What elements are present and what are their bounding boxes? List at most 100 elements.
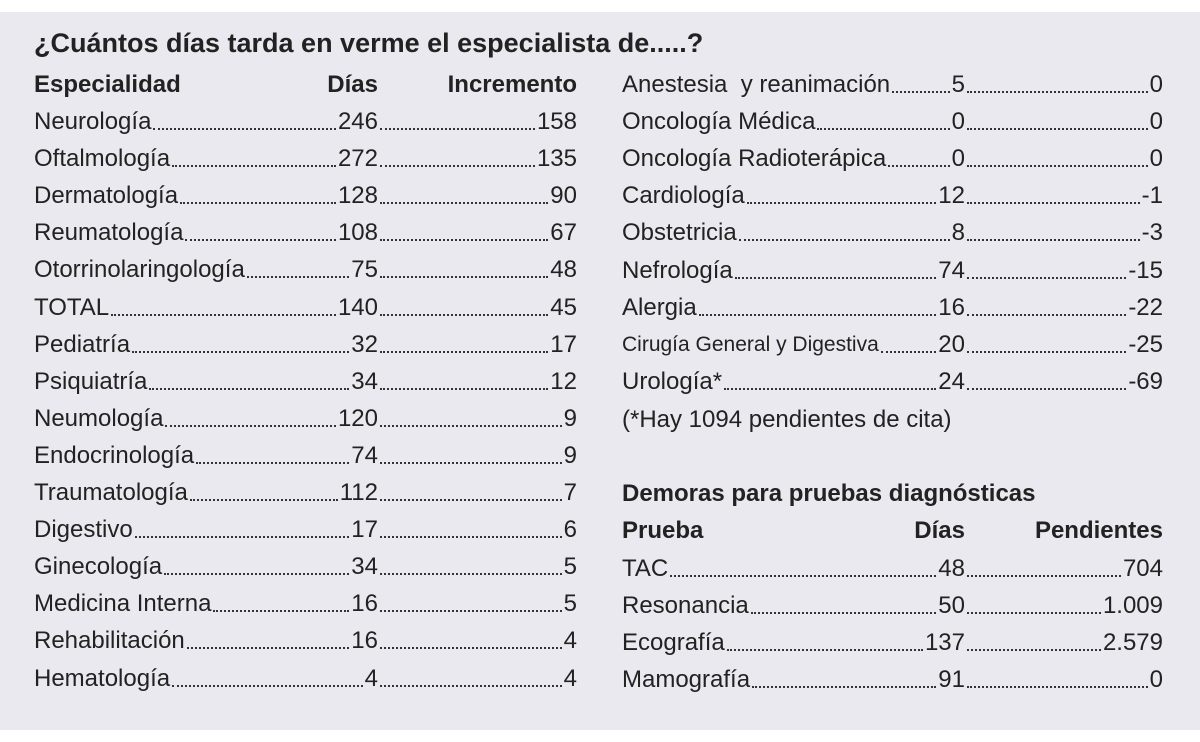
row-name: Neumología	[34, 404, 164, 432]
row-days: 24	[938, 367, 965, 395]
table-row: 158	[378, 107, 577, 137]
leader	[380, 647, 562, 650]
section-title: Demoras para pruebas diagnósticas	[622, 480, 1036, 507]
row-days: 34	[351, 553, 378, 581]
table-row: Mamografía 91	[622, 665, 965, 695]
table-row: 45	[378, 293, 577, 323]
table-row: Cardiología 12	[622, 181, 965, 211]
row-days: 16	[938, 293, 965, 321]
row-name: Urología*	[622, 367, 723, 395]
leader	[380, 276, 549, 279]
leader	[892, 91, 950, 93]
row-days: 140	[337, 293, 378, 321]
table-row: 0	[965, 70, 1163, 100]
row-days: 74	[938, 256, 965, 284]
row-days: 16	[351, 627, 378, 655]
table-row: Oncología Médica 0	[622, 107, 965, 137]
table-row: Urología* 24	[622, 367, 965, 397]
row-days: 0	[951, 145, 965, 173]
row-name: Ginecología	[34, 553, 163, 581]
table-row: 0	[965, 665, 1163, 695]
row-days: 0	[951, 108, 965, 136]
row-days: 34	[351, 367, 378, 395]
row-days: 5	[951, 71, 965, 98]
table-row: 2.579	[965, 628, 1163, 658]
row-days: 137	[924, 629, 965, 657]
leader	[752, 686, 937, 689]
leader	[132, 350, 350, 353]
leader	[380, 350, 549, 353]
row-days: 74	[351, 441, 378, 469]
table-row: Neurología 246	[34, 107, 378, 137]
row-days: 272	[337, 145, 378, 173]
leader	[380, 424, 562, 427]
leader	[967, 313, 1127, 316]
table-row: Alergia 16	[622, 293, 965, 323]
row-days: 91	[938, 666, 965, 694]
row-name: Oftalmología	[34, 145, 171, 173]
table-row: Oftalmología 272	[34, 144, 378, 174]
table-row: Cirugía General y Digestiva 20	[622, 330, 965, 360]
row-days: 108	[337, 219, 378, 247]
row-value: -3	[1141, 219, 1163, 247]
row-days: 17	[351, 516, 378, 544]
row-value: 1.009	[1102, 592, 1163, 620]
table-row: 7	[378, 478, 577, 508]
row-value: 0	[1149, 666, 1163, 694]
leader	[189, 499, 338, 501]
table-row: 4	[378, 626, 577, 656]
title: ¿Cuántos días tarda en verme el especial…	[34, 28, 704, 58]
leader	[967, 202, 1140, 205]
table-row: 5	[378, 589, 577, 619]
table-row: Oncología Radioterápica 0	[622, 144, 965, 174]
row-name: Reumatología	[34, 219, 184, 247]
table-row: Medicina Interna 16	[34, 589, 378, 619]
leader	[698, 313, 937, 316]
table-row: Psiquiatría 34	[34, 367, 378, 397]
table-row: Rehabilitación 16	[34, 626, 378, 656]
row-value: 12	[550, 367, 577, 395]
table-row: TAC 48	[622, 554, 965, 584]
leader	[380, 499, 562, 501]
row-value: -15	[1128, 256, 1163, 284]
leader	[380, 536, 562, 539]
table-row: Anestesia y reanimación 5	[622, 70, 965, 100]
row-value: 67	[550, 219, 577, 247]
leader	[380, 202, 549, 205]
row-value: 7	[563, 479, 577, 506]
leader	[750, 612, 937, 615]
row-name: TAC	[622, 555, 669, 582]
table-row: TOTAL 140	[34, 293, 378, 323]
row-name: Resonancia	[622, 592, 749, 620]
row-days: 50	[938, 592, 965, 620]
leader	[149, 387, 350, 390]
row-value: 45	[550, 293, 577, 321]
row-name: Digestivo	[34, 516, 133, 544]
row-value: 5	[563, 590, 577, 618]
table-row: Traumatología 112	[34, 478, 378, 508]
table-row: 4	[378, 664, 577, 694]
row-days: 4	[364, 664, 378, 692]
header-label: Incremento	[447, 71, 577, 98]
leader	[734, 276, 937, 279]
leader	[246, 276, 350, 279]
leader	[172, 165, 336, 168]
row-name: Pediatría	[34, 330, 131, 358]
leader	[111, 313, 336, 316]
leader	[380, 239, 549, 242]
row-name: Oncología Médica	[622, 108, 816, 136]
leader	[746, 202, 937, 205]
table-row: Obstetricia 8	[622, 218, 965, 248]
row-value: 48	[550, 256, 577, 284]
panel: ¿Cuántos días tarda en verme el especial…	[0, 12, 1200, 730]
table-row: 17	[378, 330, 577, 360]
table-row: Ecografía 137	[622, 628, 965, 658]
row-name: Oncología Radioterápica	[622, 145, 887, 173]
row-value: 4	[563, 627, 577, 655]
row-value: -25	[1128, 330, 1163, 358]
leader	[967, 276, 1127, 279]
leader	[153, 128, 336, 130]
table-row: Otorrinolaringología 75	[34, 255, 378, 285]
row-days: 8	[951, 219, 965, 247]
